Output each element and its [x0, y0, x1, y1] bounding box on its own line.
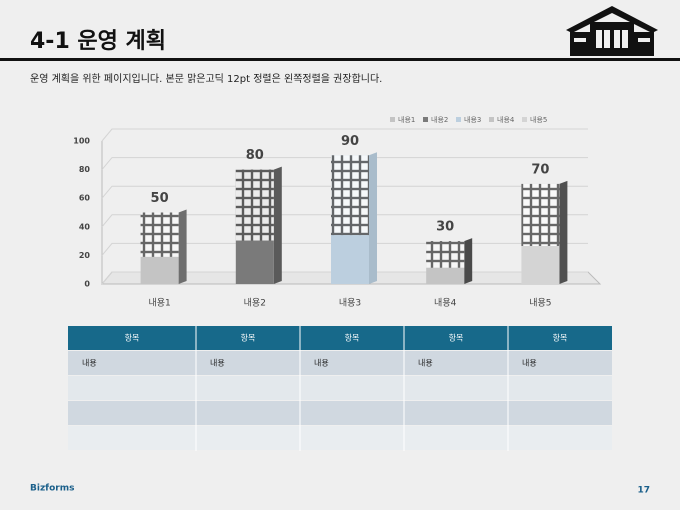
table-cell: 내용 — [210, 359, 225, 368]
legend-label: 내용4 — [497, 115, 515, 124]
table-header-cell: 항목 — [241, 334, 256, 343]
x-tick-label: 내용1 — [148, 298, 170, 309]
x-tick-label: 내용3 — [339, 298, 361, 309]
data-label: 70 — [531, 162, 549, 177]
data-label: 50 — [151, 191, 169, 206]
chart: 0 20 40 60 80 100 내용1 50 내용1 내용2 80 내용2 내용3 90 내용3 내용4 3… — [73, 115, 602, 309]
legend-swatch — [522, 117, 527, 122]
table-cell: 내용 — [418, 359, 433, 368]
bar-side — [559, 180, 568, 284]
data-label: 90 — [341, 134, 359, 149]
bar-side — [273, 166, 282, 284]
header-rule — [0, 58, 680, 61]
data-label: 30 — [436, 220, 454, 235]
legend-label: 내용2 — [431, 115, 448, 124]
table-header-cell: 항목 — [553, 334, 568, 343]
bar-side — [369, 152, 377, 284]
table-cell: 내용 — [522, 359, 537, 368]
legend-swatch — [456, 117, 461, 122]
table-cell: 내용 — [314, 359, 329, 368]
x-tick-label: 내용5 — [529, 298, 551, 309]
legend-swatch — [489, 117, 494, 122]
legend-swatch — [423, 117, 428, 122]
grid-line — [101, 157, 588, 170]
house-icon — [566, 6, 658, 56]
table-header-cell: 항목 — [125, 334, 140, 343]
y-tick-label: 40 — [79, 222, 91, 231]
table-row — [68, 401, 612, 425]
table-cell: 내용 — [82, 359, 97, 368]
y-tick-label: 60 — [79, 194, 91, 203]
table-header-row — [68, 326, 612, 350]
y-tick-label: 100 — [73, 137, 90, 146]
y-tick-label: 80 — [79, 165, 91, 174]
table-header-cell: 항목 — [449, 334, 464, 343]
x-tick-label: 내용2 — [244, 298, 266, 309]
bar-windows — [140, 212, 179, 257]
data-label: 80 — [246, 148, 264, 163]
grid-line — [101, 214, 588, 228]
legend-label: 내용1 — [398, 115, 415, 124]
table-row — [68, 376, 612, 400]
grid-line — [101, 185, 588, 199]
y-tick-label: 0 — [84, 280, 90, 289]
bar-windows — [331, 155, 369, 236]
bar-windows — [521, 183, 560, 246]
table-row — [68, 426, 612, 450]
legend-swatch — [390, 117, 395, 122]
description: 운영 계획을 위한 페이지입니다. 본문 맑은고딕 12pt 정렬은 왼쪽정렬을… — [30, 72, 382, 85]
x-tick-label: 내용4 — [434, 298, 457, 309]
grid-line — [101, 128, 588, 142]
table-header-cell: 항목 — [345, 334, 360, 343]
bar-side — [178, 209, 187, 284]
bar-side — [464, 238, 473, 284]
bar-windows — [235, 169, 274, 241]
legend-label: 내용3 — [464, 115, 481, 124]
page-number: 17 — [637, 486, 650, 496]
table-row — [68, 351, 612, 375]
y-tick-label: 20 — [79, 251, 91, 260]
bar-windows — [426, 241, 465, 268]
slide-title: 4-1 운영 계획 — [30, 29, 166, 54]
footer-brand: Bizforms — [30, 484, 74, 494]
legend-label: 내용5 — [530, 115, 547, 124]
